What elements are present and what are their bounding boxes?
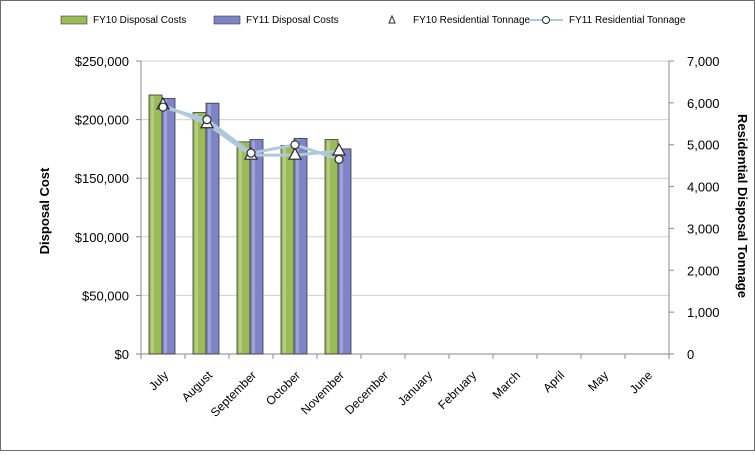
bar [249, 139, 264, 355]
bar-highlight [252, 140, 255, 353]
y2-axis-title: Residential Disposal Tonnage [735, 114, 750, 298]
circle-marker [158, 102, 168, 112]
x-tick-label: April [540, 368, 567, 395]
legend-label: FY11 Residential Tonnage [569, 15, 686, 26]
bar [337, 148, 352, 355]
circle-marker [290, 140, 300, 150]
bar [161, 98, 176, 355]
circle-marker [334, 154, 344, 164]
y2-tick-label: 6,000 [687, 96, 720, 111]
x-tick-label: August [179, 368, 216, 405]
x-tick-label: June [627, 368, 656, 397]
triangle-marker [287, 146, 303, 160]
y-tick-label: $200,000 [75, 113, 129, 128]
bar [293, 137, 308, 355]
y2-tick-label: 2,000 [687, 263, 720, 278]
bar-highlight [340, 149, 343, 353]
bar-highlight [239, 142, 242, 353]
bar [324, 139, 339, 355]
x-tick-label: December [342, 368, 391, 417]
legend-circle-marker [542, 16, 550, 24]
circle-marker [246, 148, 256, 158]
y2-tick-label: 7,000 [687, 54, 720, 69]
lines [155, 96, 347, 164]
y2-tick-label: 5,000 [687, 138, 720, 153]
bar-highlight [327, 140, 330, 353]
y-tick-label: $150,000 [75, 171, 129, 186]
x-tick-label: November [298, 368, 347, 417]
bar-highlight [283, 146, 286, 353]
chart-legend: FY10 Disposal Costs FY11 Disposal Costs FY… [60, 14, 686, 26]
x-tick-label: October [263, 368, 303, 408]
grid-lines [136, 60, 674, 359]
circle-marker [202, 114, 212, 125]
x-tick-label: September [208, 368, 259, 419]
y2-tick-label: 1,000 [687, 305, 720, 320]
bar-highlight [195, 113, 198, 354]
y-tick-label: $50,000 [82, 288, 129, 303]
bar-highlight [164, 99, 167, 353]
y2-tick-label: 3,000 [687, 221, 720, 236]
bar [148, 94, 163, 355]
legend-label: FY10 Disposal Costs [93, 15, 186, 26]
bar-highlight [296, 139, 299, 353]
y-axis-title: Disposal Cost [37, 167, 52, 254]
bar-highlight [208, 104, 211, 353]
bar [205, 102, 220, 355]
legend-triangle-marker [388, 14, 396, 24]
y2-tick-label: 0 [687, 347, 694, 362]
x-tick-label: May [585, 368, 611, 394]
legend-swatch [213, 15, 241, 25]
bar [236, 141, 251, 355]
legend-swatch [60, 15, 88, 25]
y-tick-label: $0 [115, 347, 129, 362]
bar-highlight [151, 95, 154, 353]
legend-label: FY11 Disposal Costs [246, 15, 339, 26]
x-tick-label: March [490, 368, 523, 401]
bar [280, 144, 295, 355]
y-axis-ticks: $0 $50,000 $100,000 $150,000 $200,000 $250,00… [75, 54, 129, 362]
y2-axis-ticks: 0 1,000 2,000 3,000 4,000 5,000 6,000 7,000 [687, 54, 720, 362]
x-tick-label: July [146, 368, 171, 393]
bars [148, 94, 352, 355]
legend-label: FY10 Residential Tonnage [413, 15, 531, 26]
y2-tick-label: 4,000 [687, 180, 720, 195]
y-tick-label: $250,000 [75, 54, 129, 69]
bar [192, 112, 207, 355]
x-tick-label: January [395, 368, 435, 408]
x-tick-label: February [435, 368, 479, 412]
y-tick-label: $100,000 [75, 230, 129, 245]
